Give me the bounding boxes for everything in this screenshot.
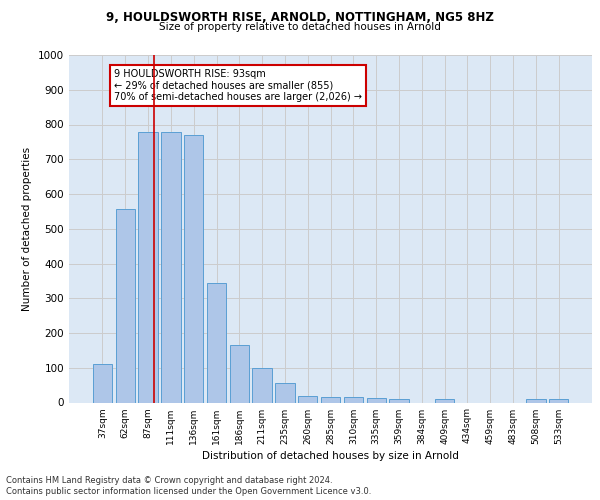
X-axis label: Distribution of detached houses by size in Arnold: Distribution of detached houses by size …	[202, 450, 459, 460]
Text: 9, HOULDSWORTH RISE, ARNOLD, NOTTINGHAM, NG5 8HZ: 9, HOULDSWORTH RISE, ARNOLD, NOTTINGHAM,…	[106, 11, 494, 24]
Bar	[367, 398, 386, 402]
Bar	[526, 399, 545, 402]
Bar	[549, 399, 568, 402]
Text: Size of property relative to detached houses in Arnold: Size of property relative to detached ho…	[159, 22, 441, 32]
Text: 9 HOULDSWORTH RISE: 93sqm
← 29% of detached houses are smaller (855)
70% of semi: 9 HOULDSWORTH RISE: 93sqm ← 29% of detac…	[114, 69, 362, 102]
Bar	[207, 282, 226, 403]
Bar	[116, 208, 135, 402]
Bar	[184, 135, 203, 402]
Bar	[230, 345, 249, 403]
Bar	[275, 384, 295, 402]
Bar	[389, 399, 409, 402]
Text: Contains HM Land Registry data © Crown copyright and database right 2024.: Contains HM Land Registry data © Crown c…	[6, 476, 332, 485]
Bar	[321, 398, 340, 402]
Y-axis label: Number of detached properties: Number of detached properties	[22, 146, 32, 311]
Bar	[298, 396, 317, 402]
Bar	[161, 132, 181, 402]
Bar	[253, 368, 272, 402]
Bar	[435, 399, 454, 402]
Text: Contains public sector information licensed under the Open Government Licence v3: Contains public sector information licen…	[6, 488, 371, 496]
Bar	[93, 364, 112, 403]
Bar	[344, 398, 363, 402]
Bar	[139, 132, 158, 402]
